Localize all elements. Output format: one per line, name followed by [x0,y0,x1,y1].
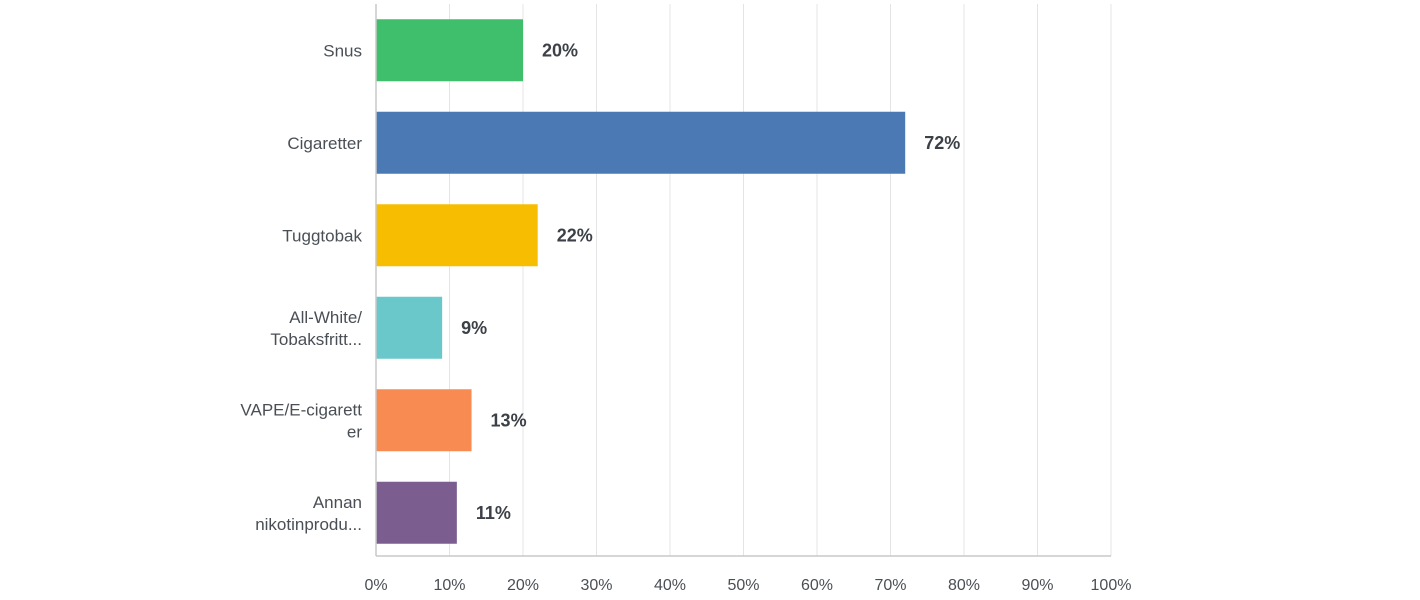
bar [376,481,457,544]
category-label-line: Annan [313,493,362,512]
x-tick-label: 100% [1091,577,1132,594]
x-tick-label: 50% [727,577,759,594]
category-label-line: Cigaretter [287,134,362,153]
grid-lines [449,4,1112,556]
category-label-line: Snus [323,41,362,60]
x-tick-label: 10% [433,577,465,594]
category-label: VAPE/E-cigarett er [240,400,362,441]
bar [376,389,472,452]
bar [376,296,443,359]
category-label: Snus [323,41,362,60]
category-label-line: nikotinprodu... [255,515,362,534]
category-label: Cigaretter [287,134,362,153]
x-tick-label: 90% [1021,577,1053,594]
x-tick-label: 30% [580,577,612,594]
value-label: 9% [461,318,487,338]
value-label: 20% [542,40,578,60]
x-tick-label: 60% [801,577,833,594]
bar [376,111,906,174]
x-tick-label: 80% [948,577,980,594]
category-label-line: VAPE/E-cigarett [240,400,362,419]
category-label-line: Tobaksfritt... [270,330,362,349]
labels: 0% 10% 20% 30% 40% 50% 60% 70% 80% 90% 100% 20% Snus… [240,40,1131,594]
category-label: All-White/Tobaksfritt... [270,308,362,349]
value-label: 13% [491,410,527,430]
x-tick-label: 70% [874,577,906,594]
axes [375,4,1111,557]
bar [376,204,538,267]
x-tick-label: 40% [654,577,686,594]
category-label-line: Tuggtobak [282,226,362,245]
value-label: 22% [557,225,593,245]
category-label-line: All-White/ [289,308,362,327]
x-tick-label: 0% [364,577,387,594]
x-tick-label: 20% [507,577,539,594]
bar [376,19,523,82]
category-label: Annan nikotinprodu... [255,493,362,534]
value-label: 11% [476,503,511,523]
bars [376,19,906,544]
value-label: 72% [924,133,960,153]
category-label: Tuggtobak [282,226,362,245]
category-label-line: er [347,422,362,441]
